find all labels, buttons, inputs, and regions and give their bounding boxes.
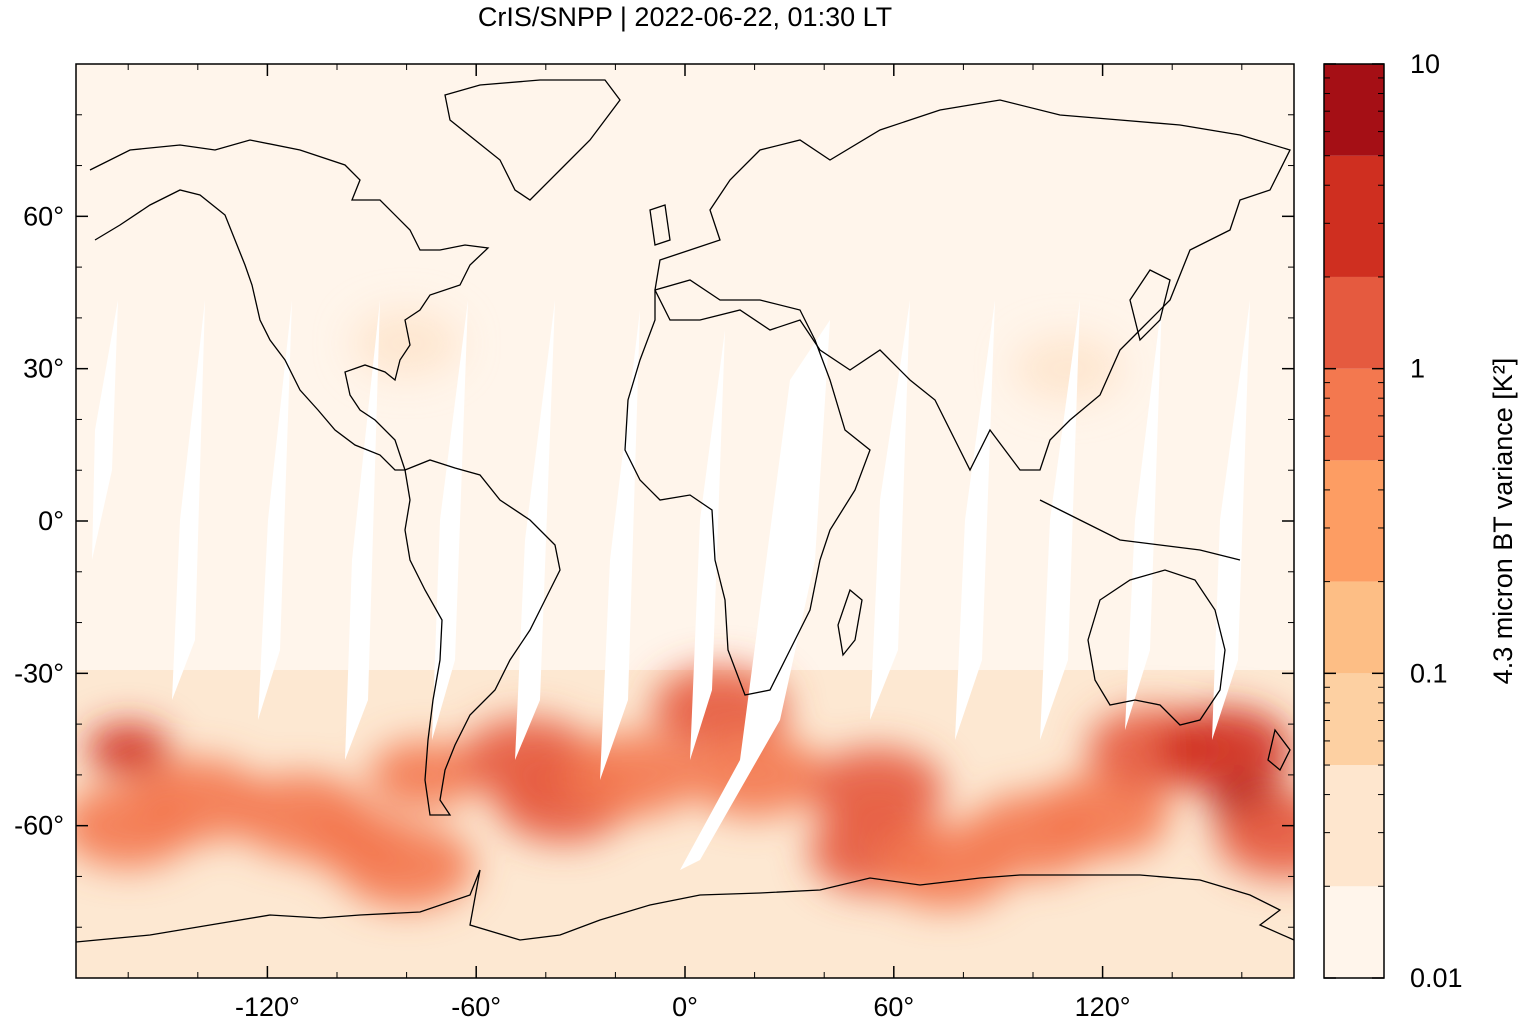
coast-australia	[1087, 569, 1226, 726]
coast-japan	[1129, 269, 1171, 342]
variance-region-18	[1157, 707, 1292, 792]
colorbar-band-4	[1324, 460, 1384, 582]
colorbar-tick-label-1: 0.1	[1410, 658, 1448, 688]
coast-north-america	[89, 139, 490, 471]
y-axis: 60° 30° 0° -30° -60°	[14, 114, 1294, 928]
colorbar-band-3	[1324, 581, 1384, 674]
variance-region-16	[1035, 773, 1170, 858]
coast-greenland	[444, 79, 621, 201]
x-tick-label-0: -120°	[235, 992, 300, 1020]
colorbar-band-1	[1324, 765, 1384, 887]
coast-eurasia	[654, 99, 1291, 472]
variance-region-22	[352, 309, 461, 378]
colorbar-tick-label-3: 10	[1410, 49, 1440, 79]
colorbar-band-5	[1324, 368, 1384, 461]
colorbar-bands	[1324, 64, 1384, 978]
variance-region-9	[565, 732, 700, 817]
coast-indonesia	[1039, 499, 1241, 561]
coast-south-america	[404, 459, 561, 816]
variance-field	[76, 309, 1294, 909]
coastlines	[76, 79, 1294, 943]
variance-region-6	[369, 740, 479, 809]
variance-region-12	[809, 748, 944, 833]
x-tick-label-4: 120°	[1075, 992, 1131, 1020]
y-tick-label-2: 0°	[38, 506, 64, 536]
plot-area	[75, 63, 1295, 979]
coast-new-zealand	[1267, 728, 1291, 772]
coast-madagascar	[837, 588, 863, 657]
variance-region-20	[1216, 793, 1294, 878]
x-tick-label-3: 60°	[873, 992, 914, 1020]
variance-region-21	[1013, 334, 1123, 403]
y-tick-label-0: 60°	[23, 201, 64, 231]
coast-uk	[649, 204, 671, 246]
colorbar-band-7	[1324, 155, 1384, 277]
colorbar-band-8	[1324, 64, 1384, 156]
y-tick-label-4: -60°	[14, 811, 64, 841]
variance-region-2	[130, 758, 265, 843]
coast-antarctica	[76, 869, 1294, 943]
coast-africa	[624, 279, 871, 696]
colorbar-label: 4.3 micron BT variance [K²]	[1488, 358, 1518, 685]
chart-title: CrIS/SNPP | 2022-06-22, 01:30 LT	[477, 2, 893, 32]
y-tick-label-1: 30°	[23, 354, 64, 384]
x-tick-label-2: 0°	[672, 992, 698, 1020]
colorbar-tick-label-2: 1	[1410, 354, 1425, 384]
colorbar-band-6	[1324, 276, 1384, 369]
colorbar-band-0	[1324, 886, 1384, 978]
y-tick-label-3: -30°	[14, 658, 64, 688]
colorbar-tick-label-0: 0.01	[1410, 963, 1463, 993]
variance-region-0	[86, 723, 170, 776]
colorbar-ticks: 0.01 0.1 1 10	[1324, 49, 1463, 993]
colorbar-frame	[1323, 63, 1385, 979]
x-tick-label-1: -60°	[451, 992, 501, 1020]
variance-region-5	[339, 824, 474, 909]
colorbar: 0.01 0.1 1 10 4.3 micron BT variance [K²]	[1323, 49, 1518, 993]
colorbar-band-2	[1324, 673, 1384, 766]
x-axis: -120° -60° 0° 60° 120°	[127, 64, 1243, 1020]
